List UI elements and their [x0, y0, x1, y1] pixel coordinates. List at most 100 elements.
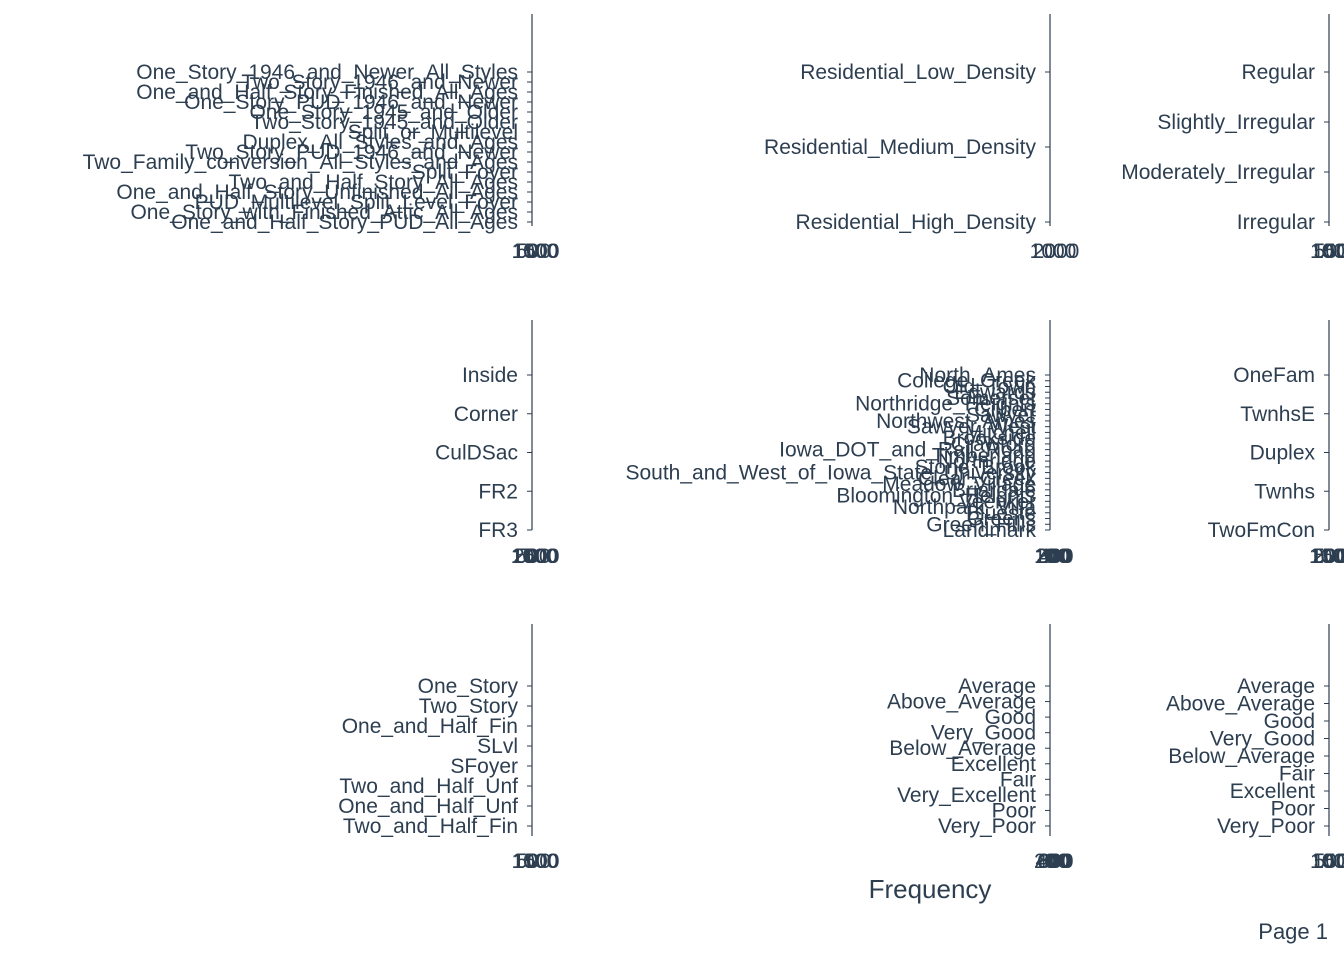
category-label: Above_Average: [887, 691, 1036, 714]
category-label: Briardale: [952, 479, 1036, 502]
panel-7: One_StoryTwo_StoryOne_and_Half_FinSLvlSF…: [338, 624, 560, 873]
category-label: Northwest_Ames: [876, 410, 1036, 433]
category-label: Above_Average: [1166, 693, 1315, 716]
category-label: Two_Story_1945_and_Older: [251, 111, 518, 134]
category-label: Residential_Low_Density: [800, 61, 1036, 84]
x-tick-label: 400: [1035, 850, 1070, 873]
category-label: One_and_Half_Unf: [338, 795, 518, 818]
x-tick-label: 1500: [513, 240, 560, 263]
category-label: TwoFmCon: [1208, 519, 1315, 542]
category-label: OneFam: [1233, 364, 1315, 387]
panel-1: One_Story_1946_and_Newer_All_StylesTwo_S…: [83, 14, 560, 263]
x-tick-label: 1500: [1312, 850, 1344, 873]
category-label: Northpark_Villa: [893, 496, 1037, 519]
x-tick-label: 1000: [511, 240, 558, 263]
x-tick-label: 600: [1037, 850, 1072, 873]
x-tick-label: 1000: [1309, 545, 1344, 568]
x-tick-label: 0: [1323, 545, 1335, 568]
category-label: Average: [958, 675, 1036, 698]
category-label: Very_Poor: [1217, 815, 1315, 838]
category-label: One_Story_PUD_1946_and_Newer: [184, 91, 518, 114]
category-label: Duplex: [1250, 442, 1316, 465]
category-label: CulDSac: [435, 442, 518, 465]
category-label: Old_Town: [943, 375, 1036, 398]
category-label: Greens: [967, 508, 1036, 531]
x-tick-label: 400: [1038, 545, 1073, 568]
category-label: One_Story: [418, 675, 519, 698]
category-label: PUD_Multilevel_Split_Level_Foyer: [195, 191, 518, 214]
x-tick-label: 500: [516, 850, 551, 873]
category-label: Edwards: [954, 381, 1036, 404]
category-label: TwnhsE: [1240, 403, 1315, 426]
panel-2: Residential_Low_Density Residential_Mediu…: [764, 14, 1079, 263]
category-label: Timberland: [932, 444, 1036, 467]
category-label: Two_Story_1946_and_Newer: [241, 71, 518, 94]
category-label: Good: [985, 706, 1036, 729]
category-label: One_Story_1946_and_Newer_All_Styles: [136, 61, 518, 84]
category-label: SFoyer: [450, 755, 518, 778]
x-tick-label: 0: [1044, 545, 1056, 568]
panel-3: Regular Slightly_Irregular Moderately_Irre…: [1121, 14, 1344, 263]
x-tick-label: 500: [1313, 545, 1344, 568]
category-label: SLvl: [477, 735, 518, 758]
category-label: Excellent: [951, 753, 1036, 776]
category-label: One_and_Half_Story_PUD_All_Ages: [171, 211, 518, 234]
category-label: Very_Excellent: [897, 784, 1036, 807]
category-label: Clear_Creek: [918, 467, 1036, 490]
category-label: Twnhs: [1254, 480, 1315, 503]
x-tick-label: 200: [1035, 545, 1070, 568]
category-label: One_and_Half_Story_Finished_All_Ages: [136, 81, 518, 104]
category-label: One_and_Half_Story_Unfinished_All_Ages: [116, 181, 518, 204]
category-label: Two_Story: [419, 695, 519, 718]
category-label: One_Story_1945_and_Older: [249, 101, 518, 124]
x-tick-label: 1500: [1312, 240, 1344, 263]
category-label: Split_Foyer: [412, 161, 518, 184]
x-tick-label: 2000: [1033, 240, 1080, 263]
category-label: Corner: [454, 403, 518, 426]
x-tick-label: 1000: [1030, 240, 1077, 263]
category-label: Average: [1237, 675, 1315, 698]
panel-8: AverageAbove_AverageGoodVery_GoodBelow_A…: [887, 624, 1074, 873]
x-tick-label: 1000: [511, 545, 558, 568]
category-label: Residential_High_Density: [796, 211, 1037, 234]
category-label: Residential_Medium_Density: [764, 136, 1036, 159]
category-label: Two_and_Half_Story_All_Ages: [228, 171, 518, 194]
category-label: Moderately_Irregular: [1121, 161, 1315, 184]
panel-9: AverageAbove_AverageGoodVery_GoodBelow_A…: [1166, 624, 1344, 873]
category-label: Meadow_Village: [882, 473, 1036, 496]
x-tick-label: 0: [1323, 850, 1335, 873]
x-tick-label: 500: [516, 545, 551, 568]
category-label: One_Story_with_Finished_Attic_All_Ages: [130, 201, 518, 224]
x-tick-label: 500: [516, 240, 551, 263]
page-label: Page 1: [1258, 919, 1328, 944]
category-label: Regular: [1241, 61, 1315, 84]
x-tick-label: 500: [1314, 850, 1344, 873]
x-tick-label: 300: [1037, 545, 1072, 568]
category-label: South_and_West_of_Iowa_State_University: [625, 462, 1036, 485]
category-label: Duplex_All_Styles_and_Ages: [242, 131, 518, 154]
x-tick-label: 200: [1034, 850, 1069, 873]
category-label: Split_or_Multilevel: [348, 121, 518, 144]
category-label: Brookside: [943, 427, 1036, 450]
category-label: Below_Average: [1168, 745, 1315, 768]
panel-6: OneFam TwnhsE Duplex Twnhs TwoFmCon 050010001…: [1208, 320, 1344, 568]
category-label: Mitchell: [965, 421, 1036, 444]
category-label: Somerset: [946, 387, 1036, 410]
panel-5: North_AmesCollege_CreekOld_TownEdwardsSo…: [625, 320, 1074, 568]
category-label: Two_Family_conversion_All_Styles_and_Age…: [83, 151, 518, 174]
category-label: FR3: [478, 519, 518, 542]
x-tick-label: 0: [1044, 240, 1056, 263]
category-label: Bloomington_Heights: [836, 485, 1036, 508]
category-label: Blueste: [966, 502, 1036, 525]
x-tick-label: 0: [526, 240, 538, 263]
category-label: Below_Average: [889, 737, 1036, 760]
x-tick-label: 0: [1323, 240, 1335, 263]
category-label: Irregular: [1237, 211, 1315, 234]
category-label: Veenker: [959, 490, 1036, 513]
category-label: Two_Story_PUD_1946_and_Newer: [185, 141, 518, 164]
x-axis-title: Frequency: [868, 874, 992, 904]
category-label: Very_Poor: [938, 815, 1036, 838]
category-label: Inside: [462, 364, 518, 387]
category-label: FR2: [478, 480, 518, 503]
category-label: Sawyer: [966, 404, 1036, 427]
